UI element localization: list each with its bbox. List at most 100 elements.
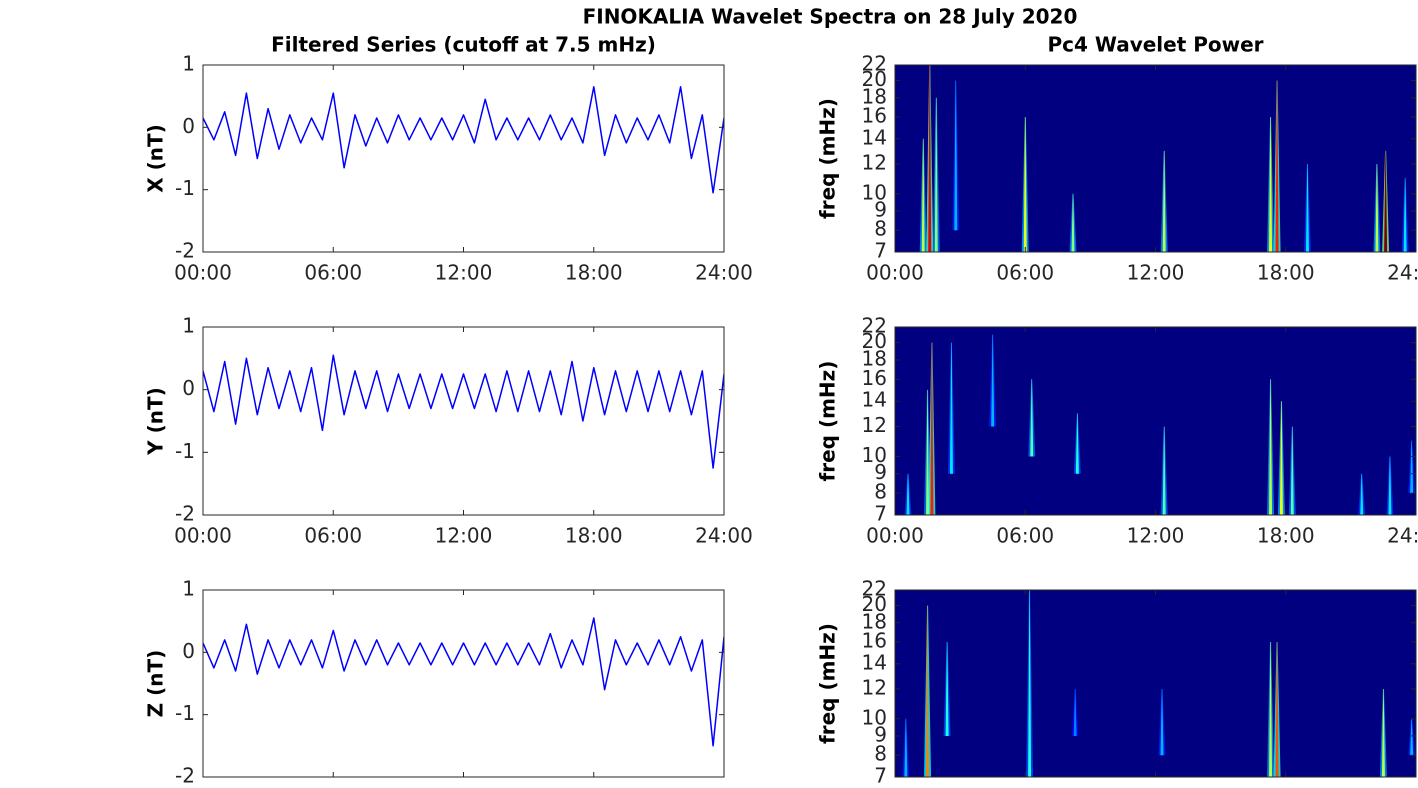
- burst: [1381, 688, 1385, 777]
- y-tick-label: 7: [874, 764, 887, 788]
- series-line: [203, 86, 724, 194]
- y-axis-label: X (nT): [144, 124, 168, 193]
- y-tick-label: 10: [862, 705, 887, 729]
- x-tick-label: 24:00: [1387, 524, 1418, 548]
- heatmap: [902, 590, 1416, 777]
- x-tick-label: 06:00: [304, 524, 362, 548]
- y-tick-label: 14: [862, 388, 887, 412]
- y-tick-label: -2: [175, 502, 195, 526]
- axes-frame: [202, 326, 725, 516]
- burst: [906, 473, 910, 515]
- figure-title: FINOKALIA Wavelet Spectra on 28 July 202…: [583, 5, 1078, 29]
- burst: [926, 389, 930, 515]
- y-axis-label: freq (mHz): [816, 98, 840, 219]
- y-tick-label: 22: [862, 52, 887, 76]
- y-tick-label: 18: [862, 609, 887, 633]
- x-tick-label: 24:00: [695, 261, 753, 285]
- burst: [1160, 688, 1164, 756]
- burst: [904, 718, 908, 777]
- y-tick-label: 9: [874, 197, 887, 221]
- x-tick-label: 18:00: [1257, 261, 1315, 285]
- y-tick-label: 10: [862, 180, 887, 204]
- y-tick-label: 22: [862, 577, 887, 601]
- burst: [1410, 718, 1414, 756]
- burst: [1384, 150, 1388, 252]
- axes-frame: [202, 589, 725, 778]
- y-axis-label: Y (nT): [144, 387, 168, 456]
- y-tick-label: 14: [862, 125, 887, 149]
- burst: [1290, 426, 1294, 515]
- y-axis-label: freq (mHz): [816, 361, 840, 482]
- burst: [1028, 590, 1032, 777]
- heatmap-background: [895, 65, 1416, 252]
- y-tick-label: 9: [874, 722, 887, 746]
- y-tick-label: 1: [182, 52, 195, 76]
- burst: [1075, 413, 1079, 474]
- y-tick-label: 18: [862, 84, 887, 108]
- series-line: [203, 354, 724, 469]
- burst: [930, 342, 934, 515]
- burst: [1269, 379, 1273, 515]
- y-tick-label: 9: [874, 460, 887, 484]
- burst: [949, 342, 953, 474]
- y-tick-label: 1: [182, 577, 195, 601]
- burst: [1269, 642, 1273, 777]
- y-tick-label: 12: [862, 413, 887, 437]
- x-tick-label: 06:00: [996, 261, 1054, 285]
- y-tick-label: 14: [862, 650, 887, 674]
- heatmap-background: [895, 327, 1416, 515]
- burst: [1269, 117, 1273, 252]
- y-tick-label: -1: [175, 439, 195, 463]
- y-tick-label: 18: [862, 346, 887, 370]
- y-tick-label: 7: [874, 239, 887, 263]
- axes: -2 -1 0 1 Z (nT): [144, 577, 725, 788]
- x-tick-label: 12:00: [1127, 261, 1185, 285]
- y-tick-label: 16: [862, 629, 887, 653]
- y-tick-label: -1: [175, 701, 195, 725]
- y-tick-label: 20: [862, 592, 887, 616]
- y-tick-label: 12: [862, 150, 887, 174]
- x-tick-label: 12:00: [1127, 524, 1185, 548]
- y-tick-label: 20: [862, 67, 887, 91]
- y-tick-label: 20: [862, 329, 887, 353]
- x-tick-label: 24:00: [695, 524, 753, 548]
- x-tick-label: 12:00: [435, 261, 493, 285]
- y-tick-label: -2: [175, 764, 195, 788]
- axes: 00:00 06:00 12:00 18:00 24:00 -2 -1 0 1 Filtered …: [144, 33, 753, 285]
- y-tick-label: 7: [874, 502, 887, 526]
- y-axis-label: freq (mHz): [816, 623, 840, 744]
- burst: [921, 138, 925, 252]
- burst: [1305, 163, 1309, 252]
- burst: [1073, 688, 1077, 736]
- heatmap: [904, 334, 1416, 515]
- y-tick-label: 0: [182, 639, 195, 663]
- axes-frame: [202, 64, 725, 253]
- x-tick-label: 06:00: [996, 524, 1054, 548]
- x-tick-label: 06:00: [304, 261, 362, 285]
- x-tick-label: 12:00: [435, 524, 493, 548]
- burst: [1162, 150, 1166, 252]
- burst: [1071, 193, 1075, 252]
- y-tick-label: 0: [182, 376, 195, 400]
- burst: [1030, 379, 1034, 457]
- burst: [1410, 440, 1414, 494]
- burst: [928, 65, 932, 252]
- y-tick-label: 8: [874, 480, 887, 504]
- burst: [1279, 401, 1283, 515]
- x-tick-label: 00:00: [866, 524, 924, 548]
- x-tick-label: 00:00: [174, 524, 232, 548]
- burst: [1375, 163, 1379, 252]
- burst: [991, 334, 995, 427]
- burst: [926, 605, 930, 777]
- burst: [1403, 178, 1407, 252]
- burst: [945, 642, 949, 736]
- y-axis-label: Z (nT): [144, 650, 168, 718]
- burst: [934, 97, 938, 252]
- heatmap: [919, 65, 1409, 252]
- series-line: [203, 617, 724, 747]
